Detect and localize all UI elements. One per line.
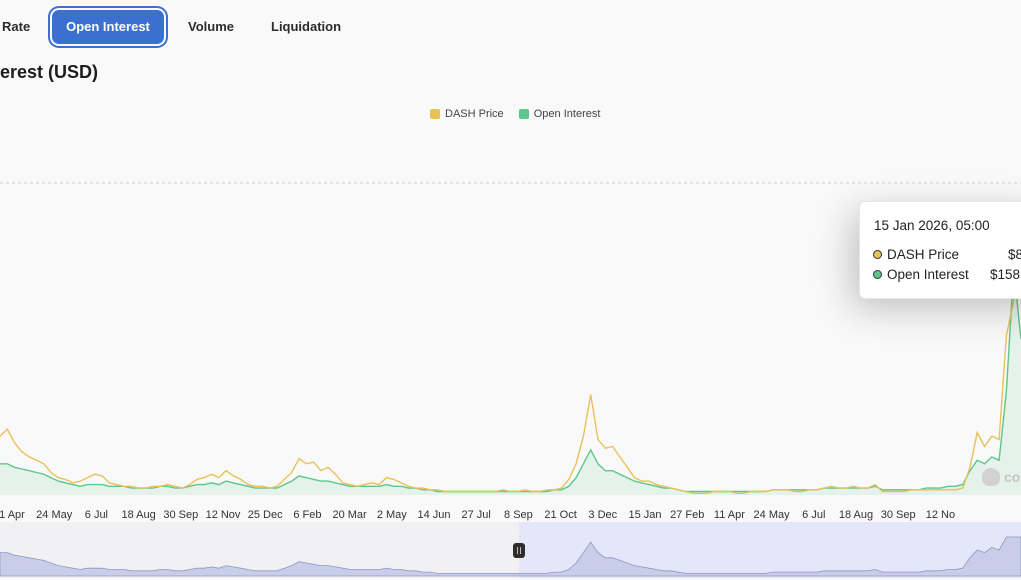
series-line-open-interest <box>0 269 1021 493</box>
x-tick-label: 12 Nov <box>205 509 241 521</box>
range-navigator[interactable] <box>0 522 1021 578</box>
tab-liquidation[interactable]: Liquidation <box>271 19 342 34</box>
x-tick-label: 30 Sep <box>163 509 199 521</box>
legend-item-dash-price[interactable]: DASH Price <box>430 108 504 120</box>
chart-legend: DASH Price Open Interest <box>430 108 612 122</box>
x-tick-label: 3 Dec <box>588 509 618 521</box>
metric-tabs: Rate Open Interest Volume Liquidation <box>0 10 420 46</box>
legend-item-open-interest[interactable]: Open Interest <box>518 108 601 120</box>
tooltip-row-open-interest: Open Interest <box>873 267 969 282</box>
legend-label-dash-price: DASH Price <box>445 108 504 120</box>
x-tick-label: 6 Jul <box>84 509 109 521</box>
tab-rate[interactable]: Rate <box>2 19 31 34</box>
x-tick-label: 11 Apr <box>713 509 745 521</box>
navigator-series <box>0 522 1021 578</box>
tooltip-dot-dash-price <box>873 250 882 259</box>
chart-title: erest (USD) <box>0 62 99 82</box>
series-area-open-interest <box>0 269 1021 495</box>
tooltip-value-open-interest: $158. <box>990 267 1021 282</box>
x-tick-label: 14 Jun <box>417 509 451 521</box>
legend-swatch-dash-price <box>430 109 440 119</box>
x-tick-label: 24 May <box>36 509 73 521</box>
tooltip-dot-open-interest <box>873 270 882 279</box>
legend-swatch-open-interest <box>518 109 529 119</box>
tooltip-label-dash-price: DASH Price <box>887 247 960 262</box>
watermark: co <box>982 468 1020 486</box>
x-tick-label: 25 Dec <box>247 509 283 521</box>
series-layer <box>0 252 1021 495</box>
x-tick-label: 6 Feb <box>293 509 322 521</box>
x-tick-label: 8 Sep <box>504 509 533 521</box>
tooltip-value-dash-price: $8 <box>1008 247 1021 262</box>
x-tick-label: 24 May <box>753 509 790 521</box>
watermark-text: co <box>1004 469 1021 485</box>
tooltip-row-dash-price: DASH Price <box>873 247 959 262</box>
x-tick-label: 18 Aug <box>121 509 156 521</box>
x-tick-label: 30 Sep <box>880 509 916 521</box>
tooltip-label-open-interest: Open Interest <box>887 267 969 282</box>
tooltip-date: 15 Jan 2026, 05:00 <box>874 218 990 233</box>
x-tick-label: 27 Jul <box>461 509 491 521</box>
legend-label-open-interest: Open Interest <box>533 108 601 120</box>
tab-open-interest[interactable]: Open Interest <box>52 10 164 44</box>
x-tick-label: 12 No <box>925 509 956 521</box>
coinglass-logo-icon <box>982 468 1000 486</box>
series-line-dash-price <box>0 252 1021 494</box>
x-tick-label: 15 Jan <box>628 509 662 521</box>
x-tick-label: 18 Aug <box>838 509 874 521</box>
chart-tooltip: 15 Jan 2026, 05:00 DASH Price $8 Open In… <box>859 201 1021 299</box>
x-tick-label: 20 Mar <box>332 509 367 521</box>
x-tick-label: 1 Apr <box>0 509 25 521</box>
x-tick-label: 27 Feb <box>670 509 705 521</box>
tab-volume[interactable]: Volume <box>188 19 234 34</box>
x-tick-label: 2 May <box>376 509 407 521</box>
navigator-area <box>0 536 1021 577</box>
x-tick-label: 21 Oct <box>544 509 577 521</box>
navigator-handle[interactable] <box>513 543 525 558</box>
x-tick-label: 6 Jul <box>802 509 826 521</box>
